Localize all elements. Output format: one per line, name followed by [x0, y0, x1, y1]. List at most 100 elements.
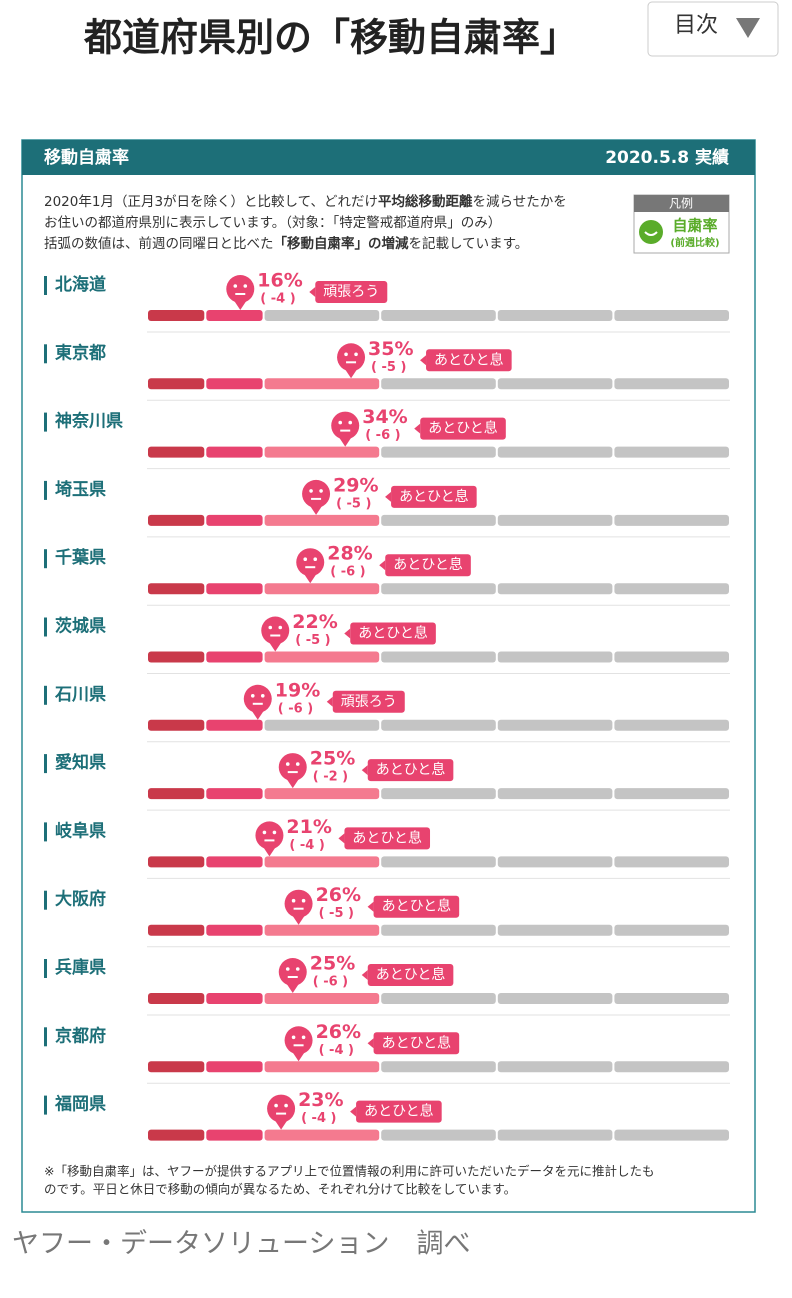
bar-segment: [206, 378, 263, 390]
change-label: ( -4 ): [260, 292, 295, 307]
face-eye: [291, 1035, 296, 1040]
bar-segment: [206, 651, 263, 663]
description-line: お住いの都道府県別に表示しています。（対象：「特定警戒都道府県」のみ）: [44, 215, 501, 231]
status-tag-tip: [338, 833, 345, 844]
bar-segment: [264, 378, 380, 390]
status-tag-tip: [361, 765, 368, 776]
bar-track: [614, 651, 729, 663]
bar-track: [614, 446, 729, 458]
face-eye: [262, 830, 267, 835]
row-marker: [44, 412, 47, 432]
status-tag-tip: [344, 628, 351, 639]
legend-sublabel: (前週比較): [670, 236, 719, 249]
bar-segment: [148, 788, 205, 800]
page-title: 都道府県別の「移動自粛率」: [83, 16, 578, 60]
category-label: 大阪府: [55, 889, 106, 910]
face-eye: [295, 967, 300, 971]
face-eye: [291, 898, 296, 903]
status-label: あとひと息: [382, 1034, 452, 1051]
marker-face: [278, 958, 307, 986]
bar-track: [497, 446, 613, 458]
toc-label[interactable]: 目次: [674, 13, 718, 38]
marker-pin: [275, 1120, 288, 1130]
change-label: ( -5 ): [371, 360, 406, 375]
toc-box[interactable]: [647, 1, 779, 57]
bar-segment: [148, 583, 205, 595]
value-label: 19%: [275, 679, 320, 701]
bar-segment: [264, 651, 380, 663]
description-text: 括弧の数値は、前週の同曜日と比べた: [44, 235, 274, 252]
status-tag: [391, 485, 477, 508]
marker-pin: [292, 1052, 305, 1062]
marker-face: [284, 889, 313, 918]
marker-pin: [310, 505, 323, 515]
bar-segment: [206, 719, 263, 731]
bar-segment: [264, 1129, 380, 1141]
face-eye: [284, 1103, 288, 1108]
status-tag-tip: [309, 287, 316, 297]
bar-segment: [206, 924, 263, 936]
description-text: お住いの都道府県別に表示しています。（対象：「特定警戒都道府県」のみ）: [44, 215, 501, 231]
status-tag: [420, 417, 506, 440]
toc-button[interactable]: 目次: [647, 1, 779, 57]
row-marker: [44, 344, 47, 364]
footnote: ※「移動自粛率」は、ヤフーが提供するアプリ上で位置情報の利用に許可いただいたデー…: [44, 1164, 654, 1179]
bar-track: [381, 788, 496, 800]
category-label: 千葉県: [55, 547, 106, 568]
bar-track: [264, 719, 380, 731]
status-label: 頑張ろう: [323, 284, 379, 300]
description-text: 平均総移動距離: [378, 193, 473, 210]
footnote: のです。平日と休日で移動の傾向が異なるため、それぞれ分けて比較をしています。: [44, 1182, 516, 1197]
bar-track: [614, 788, 729, 800]
bar-track: [497, 514, 613, 526]
face-eye: [348, 420, 353, 425]
bar-track: [381, 1061, 496, 1073]
toc-arrow[interactable]: [736, 18, 760, 38]
bar-track: [381, 514, 496, 526]
bar-track: [614, 1061, 729, 1073]
status-tag: [367, 964, 454, 986]
bar-segment: [206, 993, 263, 1004]
category-label: 兵庫県: [55, 957, 106, 978]
status-label: あとひと息: [393, 556, 463, 573]
face-eye: [250, 694, 255, 698]
bar-segment: [148, 378, 205, 390]
bar-segment: [148, 993, 205, 1004]
face-eye: [319, 489, 323, 493]
category-label: 東京都: [55, 342, 106, 363]
change-label: ( -6 ): [313, 975, 348, 990]
legend-title: 凡例: [669, 197, 693, 211]
legend-smile: [644, 231, 658, 236]
status-tag: [367, 759, 454, 782]
bar-track: [497, 924, 613, 936]
marker-face: [278, 753, 307, 782]
face-eye: [268, 625, 273, 630]
change-label: ( -6 ): [278, 701, 313, 716]
row-marker: [44, 276, 47, 295]
description-line: 2020年1月（正月3が日を除く）と比較して、どれだけ平均総移動距離を減らせたか…: [44, 193, 567, 210]
legend-icon: [639, 220, 663, 244]
row-marker: [44, 1027, 47, 1047]
bar-segment: [206, 856, 263, 868]
bar-track: [614, 583, 729, 595]
description-text: 2020年1月（正月3が日を除く）と比較して、どれだけ: [44, 194, 378, 210]
marker-face: [284, 1026, 313, 1055]
face-eye: [338, 420, 343, 425]
status-tag: [385, 554, 471, 577]
bar-segment: [206, 514, 263, 526]
status-tag-tip: [350, 1106, 357, 1117]
marker-face: [331, 411, 360, 440]
change-label: ( -5 ): [336, 496, 371, 511]
status-tag-tip: [379, 560, 386, 571]
bar-track: [497, 651, 613, 663]
value-label: 23%: [298, 1089, 343, 1111]
bar-segment: [206, 1061, 263, 1073]
face-eye: [274, 1103, 278, 1108]
face-eye: [303, 557, 308, 561]
marker-face: [255, 821, 284, 850]
marker-face: [267, 1094, 296, 1123]
bar-segment: [206, 583, 263, 595]
status-tag-tip: [420, 355, 427, 366]
bar-segment: [206, 788, 263, 800]
